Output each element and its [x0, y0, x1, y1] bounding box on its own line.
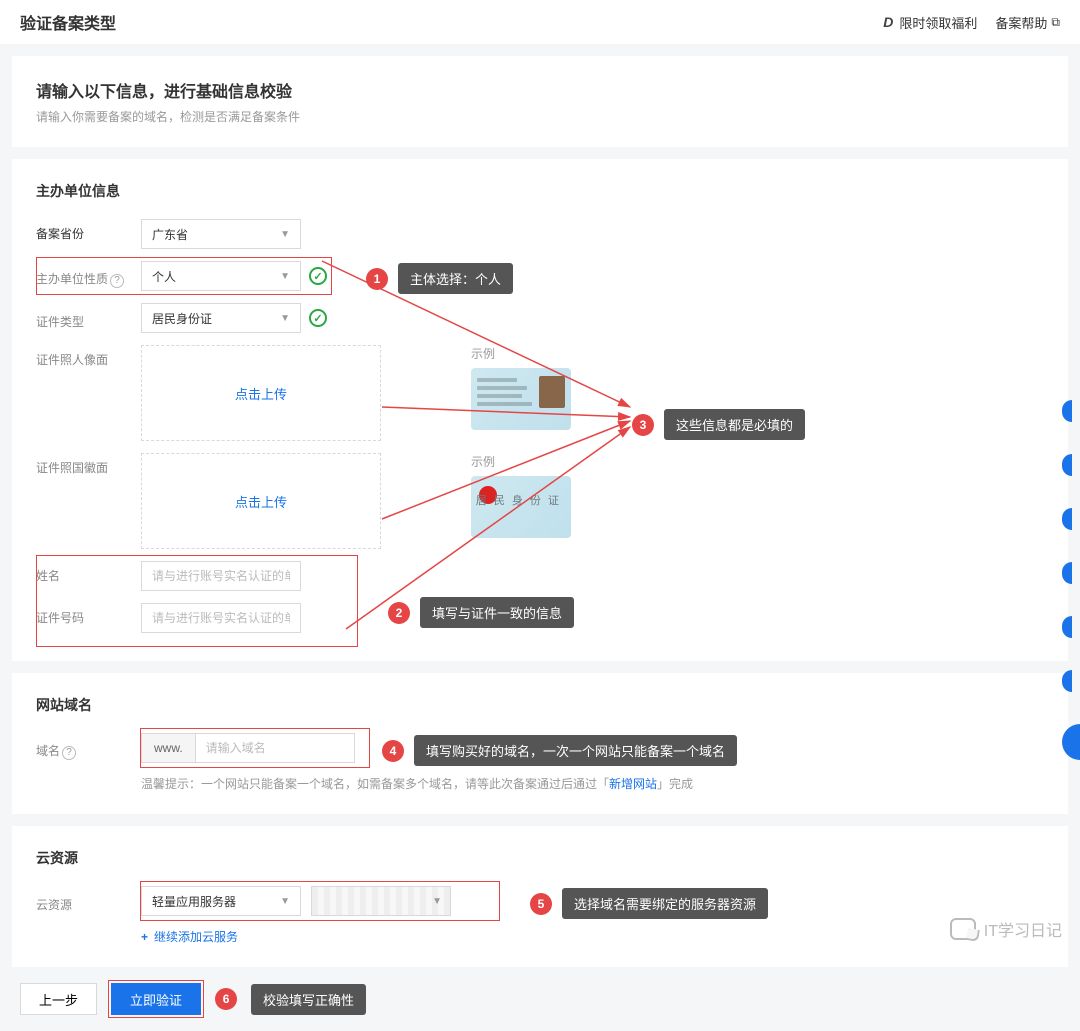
- label-cloud: 云资源: [36, 890, 141, 913]
- brand-benefit[interactable]: D 限时领取福利: [883, 13, 977, 32]
- row-cloud: 云资源 轻量应用服务器 ▼ ▼ 5 选择域名需要绑定的服务器资源: [36, 886, 1044, 916]
- domain-title: 网站域名: [36, 695, 1044, 715]
- step-badge-3: 3: [632, 414, 654, 436]
- row-nature: 主办单位性质? 个人 ▼ ✓ 1 主体选择：个人: [36, 261, 1044, 291]
- verify-button[interactable]: 立即验证: [111, 983, 201, 1015]
- label-province: 备案省份: [36, 219, 141, 242]
- tip-2: 填写与证件一致的信息: [420, 597, 574, 628]
- step-badge-2: 2: [388, 602, 410, 624]
- label-idtype: 证件类型: [36, 307, 141, 330]
- benefit-text: 限时领取福利: [899, 13, 977, 32]
- add-cloud-link[interactable]: + 继续添加云服务: [141, 928, 238, 945]
- intro-panel: 请输入以下信息，进行基础信息校验 请输入你需要备案的域名，检测是否满足备案条件: [12, 56, 1068, 147]
- label-back: 证件照国徽面: [36, 453, 141, 476]
- header-actions: D 限时领取福利 备案帮助 ⧉: [883, 13, 1060, 32]
- label-nature: 主办单位性质?: [36, 264, 141, 288]
- help-link[interactable]: 备案帮助 ⧉: [995, 13, 1060, 32]
- row-back-upload: 证件照国徽面 点击上传 示例 居 民 身 份 证: [36, 453, 1044, 549]
- unit-info-panel: 主办单位信息 备案省份 广东省 ▼ 主办单位性质? 个人 ▼ ✓ 1 主体选择：…: [12, 159, 1068, 661]
- row-name: 姓名: [36, 561, 1044, 591]
- upload-front[interactable]: 点击上传: [141, 345, 381, 441]
- side-tab[interactable]: [1062, 616, 1072, 638]
- upload-back-text: 点击上传: [235, 492, 287, 511]
- select-nature-value: 个人: [152, 268, 176, 285]
- chevron-down-icon: ▼: [280, 229, 290, 240]
- row-domain: 域名? www. 4 填写购买好的域名，一次一个网站只能备案一个域名: [36, 733, 1044, 763]
- id-card-front-icon: [471, 368, 571, 430]
- external-icon: ⧉: [1051, 15, 1060, 30]
- chevron-down-icon: ▼: [280, 896, 290, 907]
- side-tabs: [1062, 400, 1080, 760]
- step-badge-1: 1: [366, 268, 388, 290]
- side-tab[interactable]: [1062, 724, 1080, 760]
- check-icon: ✓: [309, 309, 327, 327]
- select-province[interactable]: 广东省 ▼: [141, 219, 301, 249]
- prev-button[interactable]: 上一步: [20, 983, 97, 1015]
- id-card-back-icon: 居 民 身 份 证: [471, 476, 571, 538]
- help-icon[interactable]: ?: [62, 746, 76, 760]
- side-tab[interactable]: [1062, 670, 1072, 692]
- domain-hint: 温馨提示：一个网站只能备案一个域名，如需备案多个域名，请等此次备案通过后通过「新…: [141, 775, 1044, 792]
- check-icon: ✓: [309, 267, 327, 285]
- tip-4: 填写购买好的域名，一次一个网站只能备案一个域名: [414, 735, 737, 766]
- example-label: 示例: [471, 345, 571, 362]
- step-badge-4: 4: [382, 740, 404, 762]
- label-name: 姓名: [36, 561, 141, 584]
- row-front-upload: 证件照人像面 点击上传 示例: [36, 345, 1044, 441]
- help-icon[interactable]: ?: [110, 274, 124, 288]
- step-badge-6: 6: [215, 988, 237, 1010]
- chevron-down-icon: ▼: [280, 313, 290, 324]
- select-idtype-value: 居民身份证: [152, 310, 212, 327]
- label-front: 证件照人像面: [36, 345, 141, 368]
- select-nature[interactable]: 个人 ▼: [141, 261, 301, 291]
- label-domain: 域名?: [36, 736, 141, 760]
- intro-sub: 请输入你需要备案的域名，检测是否满足备案条件: [36, 108, 1044, 125]
- select-province-value: 广东省: [152, 226, 188, 243]
- select-server-instance[interactable]: ▼: [311, 886, 451, 916]
- example-front: 示例: [471, 345, 571, 430]
- domain-prefix: www.: [141, 733, 195, 763]
- chevron-down-icon: ▼: [432, 896, 442, 907]
- tip-5: 选择域名需要绑定的服务器资源: [562, 888, 768, 919]
- upload-back[interactable]: 点击上传: [141, 453, 381, 549]
- example-label: 示例: [471, 453, 571, 470]
- wechat-icon: [950, 918, 976, 940]
- row-province: 备案省份 广东省 ▼: [36, 219, 1044, 249]
- tip-6: 校验填写正确性: [251, 984, 366, 1015]
- row-idtype: 证件类型 居民身份证 ▼ ✓: [36, 303, 1044, 333]
- side-tab[interactable]: [1062, 508, 1072, 530]
- domain-panel: 网站域名 域名? www. 4 填写购买好的域名，一次一个网站只能备案一个域名 …: [12, 673, 1068, 814]
- tip-3: 这些信息都是必填的: [664, 409, 805, 440]
- brand-icon: D: [883, 14, 893, 30]
- footer-actions: 上一步 立即验证 6 校验填写正确性: [0, 967, 1080, 1031]
- cloud-panel: 云资源 云资源 轻量应用服务器 ▼ ▼ 5 选择域名需要绑定的服务器资源 + 继…: [12, 826, 1068, 967]
- select-server-value: 轻量应用服务器: [152, 893, 236, 910]
- step-badge-5: 5: [530, 893, 552, 915]
- select-server-type[interactable]: 轻量应用服务器 ▼: [141, 886, 301, 916]
- unit-info-title: 主办单位信息: [36, 181, 1044, 201]
- chevron-down-icon: ▼: [280, 271, 290, 282]
- watermark: IT学习日记: [950, 917, 1062, 941]
- example-back: 示例 居 民 身 份 证: [471, 453, 571, 538]
- add-site-link[interactable]: 新增网站: [609, 777, 657, 791]
- input-domain[interactable]: [195, 733, 355, 763]
- upload-front-text: 点击上传: [235, 384, 287, 403]
- intro-title: 请输入以下信息，进行基础信息校验: [36, 78, 1044, 102]
- label-idnum: 证件号码: [36, 603, 141, 626]
- select-idtype[interactable]: 居民身份证 ▼: [141, 303, 301, 333]
- side-tab[interactable]: [1062, 562, 1072, 584]
- cloud-title: 云资源: [36, 848, 1044, 868]
- side-tab[interactable]: [1062, 454, 1072, 476]
- page-header: 验证备案类型 D 限时领取福利 备案帮助 ⧉: [0, 0, 1080, 44]
- input-name[interactable]: [141, 561, 301, 591]
- input-idnum[interactable]: [141, 603, 301, 633]
- plus-icon: +: [141, 930, 148, 944]
- tip-1: 主体选择：个人: [398, 263, 513, 294]
- page-title: 验证备案类型: [20, 10, 116, 34]
- side-tab[interactable]: [1062, 400, 1072, 422]
